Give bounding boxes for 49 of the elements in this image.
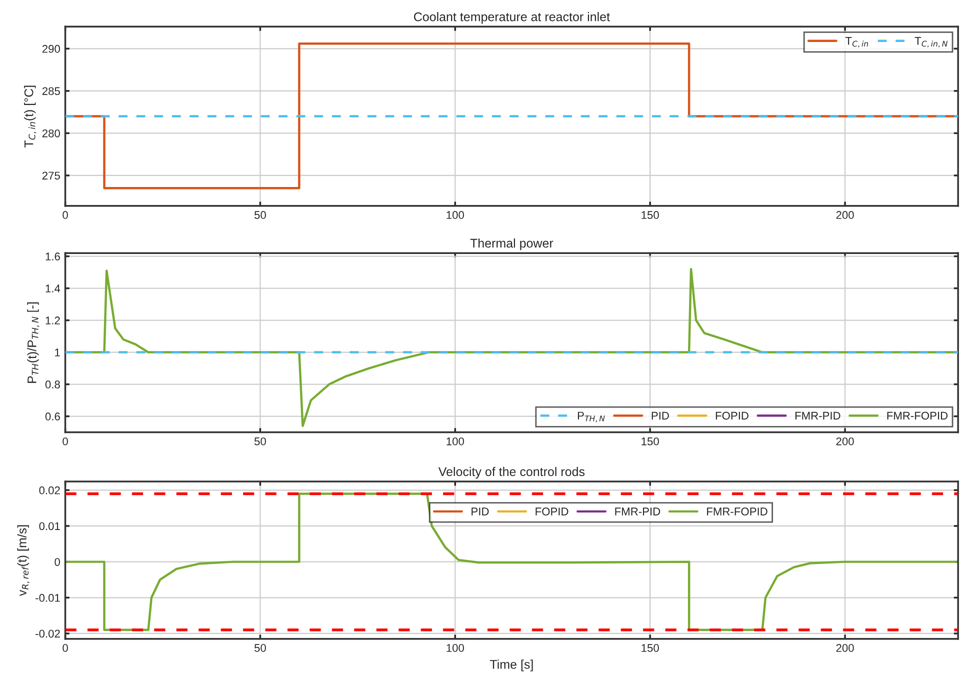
legend-label: FMR-PID	[615, 508, 660, 516]
legend-label: PID	[652, 412, 669, 420]
legend-label: FMR-PID	[795, 412, 840, 420]
y-tick-label: -0.01	[36, 594, 60, 602]
x-tick-label: 50	[254, 211, 266, 219]
x-tick-label: 200	[836, 644, 854, 652]
y-tick-label: 1.4	[46, 284, 60, 292]
y-tick-label: 0.8	[45, 380, 60, 388]
x-tick-label: 150	[642, 644, 659, 652]
x-tick-label: 200	[836, 211, 854, 219]
y-tick-label: 285	[42, 87, 60, 96]
legend-label: FOPID	[716, 412, 748, 420]
x-tick-label: 100	[446, 644, 464, 652]
y-axis-title: v$_{R,ref}$(t) [m/s]	[17, 525, 30, 596]
legend-label: FOPID	[536, 508, 568, 516]
x-tick-label: 100	[446, 211, 464, 219]
x-tick-label: 200	[836, 437, 854, 446]
legend-label: PID	[472, 508, 489, 516]
x-axis-title: Time [s]	[490, 660, 533, 672]
y-tick-label: 1.2	[46, 316, 60, 324]
chart-title: Thermal power	[470, 238, 554, 250]
y-tick-label: 275	[42, 172, 60, 180]
y-tick-label: 1	[55, 348, 60, 356]
x-tick-label: 0	[62, 437, 68, 446]
x-tick-label: 50	[254, 644, 266, 652]
y-axis-title: T$_{C,in}$(t) [°C]	[24, 86, 36, 148]
y-tick-label: 280	[42, 129, 60, 138]
x-tick-label: 50	[254, 437, 266, 446]
y-tick-label: -0.02	[36, 630, 60, 638]
legend-label: T$_{C,in,N}$	[914, 37, 948, 48]
y-tick-label: 0.01	[39, 522, 60, 530]
y-tick-label: 0.6	[45, 412, 60, 420]
line-series	[65, 492, 958, 632]
chart-title: Coolant temperature at reactor inlet	[414, 12, 610, 24]
y-tick-label: 0	[54, 558, 60, 566]
legend-label: FMR-FOPID	[707, 508, 768, 516]
legend-label: FMR-FOPID	[887, 412, 948, 420]
x-tick-label: 0	[62, 211, 68, 219]
y-axis-title: P$_{TH}$(t)/P$_{TH,N}$ [-]	[27, 302, 40, 383]
x-tick-label: 0	[62, 644, 68, 652]
x-tick-label: 100	[446, 437, 464, 446]
y-tick-label: 290	[42, 44, 60, 53]
chart-title: Velocity of the control rods	[438, 466, 585, 479]
legend-label: P$_{TH,N}$	[578, 412, 605, 422]
x-tick-label: 150	[642, 211, 659, 219]
y-tick-label: 0.02	[39, 486, 60, 494]
x-tick-label: 150	[642, 437, 659, 446]
legend-label: T$_{C,in}$	[845, 37, 868, 48]
y-tick-label: 1.6	[46, 252, 60, 260]
